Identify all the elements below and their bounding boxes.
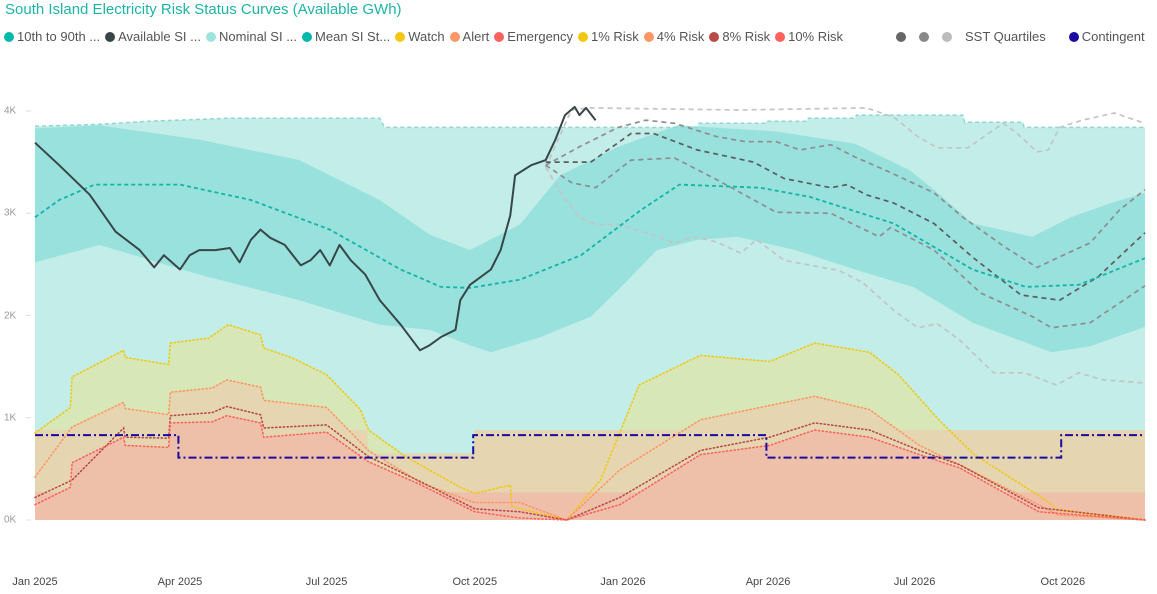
legend-item-contingent[interactable]: Contingent [1068, 29, 1145, 44]
risk-1pct-line [34, 323, 1146, 521]
legend-dot-icon [4, 31, 14, 42]
legend-dot-icon [105, 31, 116, 42]
10th-90th-band-area [35, 125, 1145, 353]
legend-label: Alert [462, 29, 490, 44]
legend-dot-icon [494, 31, 505, 42]
mean-storage-line [34, 183, 1146, 289]
contingent-line [35, 434, 1145, 459]
sst-quartile-line-0 [544, 107, 1146, 168]
legend-dot-icon [775, 31, 786, 42]
legend-item-8pct-risk[interactable]: 8% Risk [709, 29, 770, 44]
legend-item-4pct-risk[interactable]: 4% Risk [643, 29, 705, 44]
x-tick-label: Jul 2026 [893, 576, 936, 588]
y-tick-label: 4K [4, 105, 17, 117]
legend-label: Watch [408, 29, 445, 44]
legend-item-watch[interactable]: Watch [395, 29, 445, 44]
sst-quartile-line-2 [545, 132, 1146, 302]
legend-label: SST Quartiles [965, 29, 1046, 44]
legend-label: Mean SI St... [315, 29, 391, 44]
x-tick-label: Apr 2026 [745, 576, 791, 588]
legend-item-1pct-risk[interactable]: 1% Risk [578, 29, 639, 44]
y-tick-label: 0K [4, 514, 17, 526]
legend-dot-icon [896, 31, 907, 42]
legend-item-10pct-risk[interactable]: 10% Risk [775, 29, 843, 44]
legend-item-emergency[interactable]: Emergency [494, 29, 573, 44]
nominal-storage-line [34, 114, 1145, 129]
legend-dot-icon [709, 31, 720, 42]
legend-item-mean[interactable]: Mean SI St... [302, 29, 390, 44]
y-tick-label: 3K [4, 207, 17, 219]
sst-quartile-line-3 [545, 157, 1146, 329]
legend-label: Nominal SI ... [219, 29, 298, 44]
legend-label: Contingent [1081, 29, 1145, 44]
emergency-area [35, 415, 1145, 520]
legend: 10th to 90th ... Available SI ... Nomina… [4, 29, 1150, 44]
legend-item-10th-90th[interactable]: 10th to 90th ... [4, 29, 100, 44]
legend-dot-icon [643, 31, 654, 42]
risk-10pct-line [34, 414, 1146, 521]
legend-dot-icon [578, 31, 589, 42]
y-tick-label: 2K [4, 310, 17, 321]
risk-4pct-line [34, 379, 1146, 521]
legend-item-alert[interactable]: Alert [449, 29, 490, 44]
legend-dot-icon [919, 31, 930, 42]
legend-item-sst-quartiles[interactable]: SST Quartiles [896, 29, 1046, 44]
legend-label: 10% Risk [788, 29, 844, 44]
legend-label: 10th to 90th ... [17, 29, 101, 44]
legend-label: 4% Risk [656, 29, 705, 44]
legend-dot-icon [449, 31, 460, 42]
sst-quartile-line-4 [544, 166, 1146, 386]
legend-item-available[interactable]: Available SI ... [105, 29, 201, 44]
x-tick-label: Oct 2025 [452, 576, 498, 588]
x-tick-label: Jan 2025 [12, 576, 58, 588]
legend-item-nominal[interactable]: Nominal SI ... [206, 29, 297, 44]
chart-title: South Island Electricity Risk Status Cur… [5, 1, 402, 18]
legend-label: Available SI ... [118, 29, 201, 44]
available-storage-line [34, 105, 597, 352]
x-tick-label: Oct 2026 [1040, 576, 1086, 588]
legend-label: 1% Risk [591, 29, 639, 44]
legend-dot-icon [1068, 31, 1079, 42]
sst-quartile-line-1 [545, 119, 1146, 269]
legend-label: Emergency [507, 29, 574, 44]
x-tick-label: Apr 2025 [157, 576, 203, 588]
y-tick-label: 1K [4, 412, 17, 424]
legend-label: 8% Risk [722, 29, 771, 44]
legend-dot-icon [302, 31, 313, 42]
legend-dot-icon [942, 31, 953, 42]
x-tick-label: Jul 2025 [305, 576, 348, 588]
legend-dot-icon [206, 31, 216, 42]
x-tick-label: Jan 2026 [600, 576, 646, 588]
legend-dot-icon [395, 31, 406, 42]
